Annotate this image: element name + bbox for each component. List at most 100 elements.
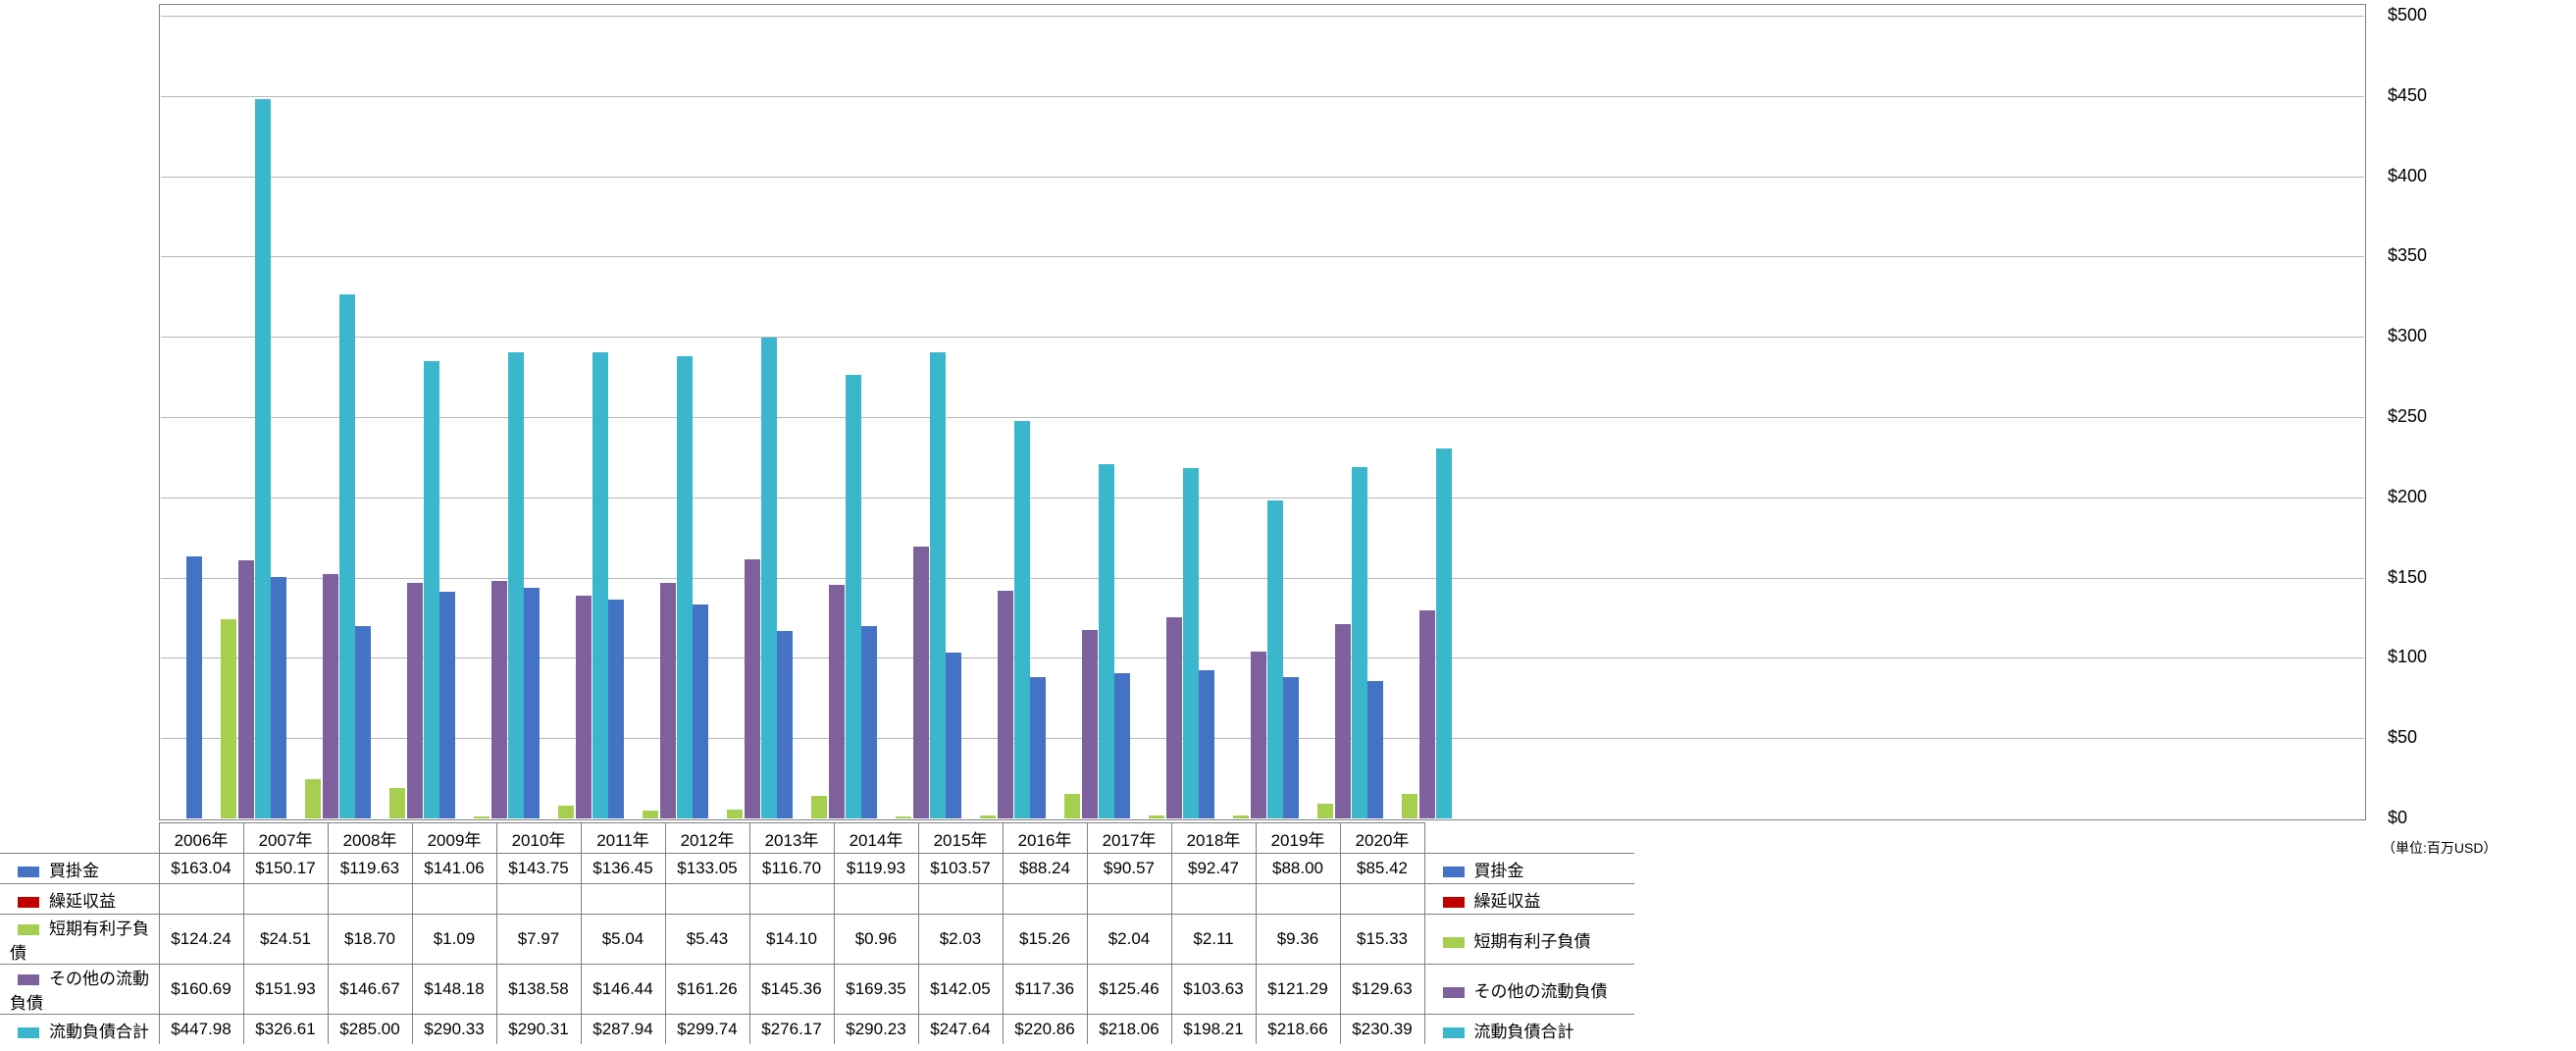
legend-swatch [18,897,39,908]
legend-swatch [1443,987,1465,998]
legend-swatch [1443,937,1465,948]
chart-bar [1352,467,1367,818]
table-cell [1256,884,1340,915]
chart-gridline [161,337,2364,338]
chart-gridline [161,417,2364,418]
table-legend-right: 繰延収益 [1424,884,1634,915]
table-cell: $299.74 [665,1015,749,1045]
table-cell [496,884,581,915]
table-cell: $7.97 [496,915,581,965]
chart-bar [1030,677,1046,818]
table-cell [1171,884,1256,915]
chart-bar [896,816,911,818]
table-cell: $287.94 [581,1015,665,1045]
table-cell: $121.29 [1256,965,1340,1015]
table-cell [749,884,834,915]
chart-bar [1402,794,1417,818]
table-cell: $129.63 [1340,965,1424,1015]
table-header-row: 2006年2007年2008年2009年2010年2011年2012年2013年… [0,823,1634,854]
series-name: その他の流動負債 [1474,982,1608,1001]
chart-bar [1267,500,1283,818]
table-cell: $117.36 [1003,965,1087,1015]
table-cell [918,884,1003,915]
y-axis-tick-label: $450 [2388,85,2427,106]
chart-bar [1149,815,1164,818]
table-cell: $88.24 [1003,854,1087,884]
legend-swatch [1443,897,1465,908]
chart-bar [745,559,760,818]
table-year-header: 2013年 [749,823,834,854]
table-cell: $141.06 [412,854,496,884]
chart-bar [424,361,439,818]
table-cell: $90.57 [1087,854,1171,884]
chart-bar [946,653,961,818]
y-axis-tick-label: $50 [2388,727,2417,748]
chart-bar [727,810,743,818]
y-axis-tick-label: $500 [2388,5,2427,26]
table-cell: $247.64 [918,1015,1003,1045]
y-axis-tick-label: $300 [2388,326,2427,346]
chart-bar [1317,804,1333,818]
chart-bar [592,352,608,818]
chart-bar [811,796,827,818]
table-legend-header-blank [1424,823,1634,854]
table-cell: $169.35 [834,965,918,1015]
series-name: 流動負債合計 [1474,1023,1574,1041]
legend-swatch [18,867,39,877]
table-cell: $103.63 [1171,965,1256,1015]
table-cell: $285.00 [328,1015,412,1045]
legend-swatch [18,924,39,935]
table-cell: $85.42 [1340,854,1424,884]
table-row: その他の流動負債$160.69$151.93$146.67$148.18$138… [0,965,1634,1015]
chart-bar [439,592,455,818]
table-cell: $218.66 [1256,1015,1340,1045]
chart-bar [777,631,793,818]
table-cell: $161.26 [665,965,749,1015]
table-cell: $326.61 [243,1015,328,1045]
table-year-header: 2009年 [412,823,496,854]
table-year-header: 2010年 [496,823,581,854]
table-series-label: 短期有利子負債 [0,915,159,965]
chart-bar [861,626,877,818]
chart-bar [238,560,254,818]
legend-swatch [18,974,39,985]
table-year-header: 2018年 [1171,823,1256,854]
chart-bar [693,604,708,818]
table-cell [665,884,749,915]
y-axis-tick-label: $250 [2388,406,2427,427]
table-year-header: 2007年 [243,823,328,854]
table-year-header: 2014年 [834,823,918,854]
chart-bar [761,338,777,818]
table-cell: $290.23 [834,1015,918,1045]
table-cell: $2.04 [1087,915,1171,965]
chart-bar [221,619,236,818]
table-cell [412,884,496,915]
table-year-header: 2019年 [1256,823,1340,854]
chart-gridline [161,16,2364,17]
table-year-header: 2015年 [918,823,1003,854]
chart-bar [474,816,489,818]
table-cell: $198.21 [1171,1015,1256,1045]
chart-bar [339,294,355,818]
chart-bar [255,99,271,818]
table-cell: $146.44 [581,965,665,1015]
table-cell: $0.96 [834,915,918,965]
table-legend-right: 短期有利子負債 [1424,915,1634,965]
chart-bar [677,356,693,818]
table-year-header: 2008年 [328,823,412,854]
table-cell: $150.17 [243,854,328,884]
chart-bar [389,788,405,818]
chart-bar [186,556,202,818]
table-cell [834,884,918,915]
chart-bar [1283,677,1299,818]
table-cell: $276.17 [749,1015,834,1045]
table-cell: $1.09 [412,915,496,965]
table-cell: $143.75 [496,854,581,884]
chart-bar [1251,652,1266,818]
table-series-label: その他の流動負債 [0,965,159,1015]
chart-gridline [161,498,2364,499]
series-name: 繰延収益 [1474,892,1541,911]
legend-swatch [18,1027,39,1038]
chart-bar [913,547,929,818]
chart-bar [1233,815,1249,818]
